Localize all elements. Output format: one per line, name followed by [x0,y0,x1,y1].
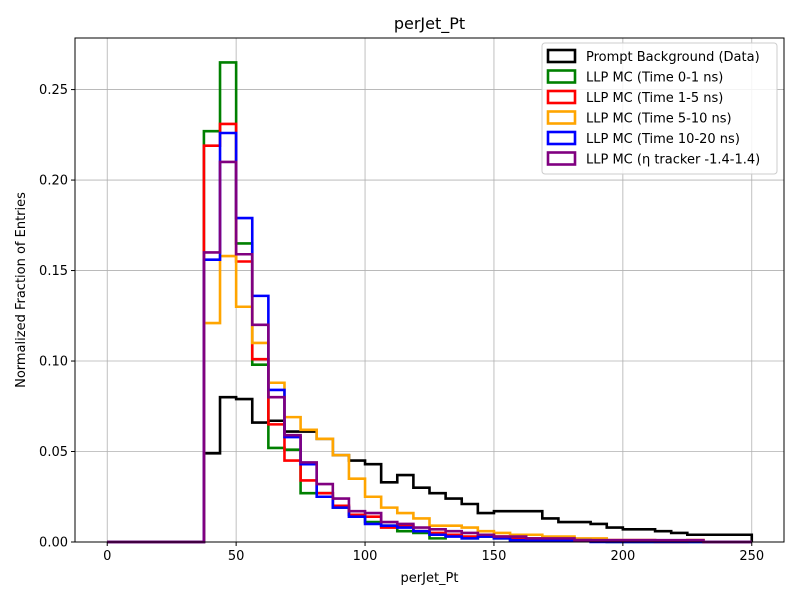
axis-ticks: 0 50 100 150 200 250 0.00 0.05 0.10 0.15 0.20 0.25 [39,83,764,564]
y-tick-label: 0.00 [39,536,68,551]
legend-swatch [546,69,577,84]
legend-swatch [546,89,577,105]
legend-label: LLP MC (Time 10-20 ns) [586,132,740,147]
series-0-step-line [107,395,754,544]
legend-swatch [546,130,577,146]
legend-label: LLP MC (Time 5-10 ns) [586,112,732,127]
x-tick-label: 150 [482,549,507,564]
y-tick-label: 0.25 [39,83,68,98]
legend-label: LLP MC (Time 1-5 ns) [586,91,723,106]
histogram-series [107,61,754,544]
legend-label: LLP MC (η tracker -1.4-1.4) [586,153,760,168]
legend-swatch [546,110,577,125]
legend: Prompt Background (Data) LLP MC (Time 0-1… [541,42,778,175]
x-axis-title: perJet_Pt [401,571,459,586]
chart-title: perJet_Pt [394,14,465,34]
legend-label: Prompt Background (Data) [586,50,760,65]
legend-swatch [546,151,577,166]
x-tick-label: 200 [610,549,635,564]
x-tick-label: 100 [353,549,378,564]
legend-swatch [546,48,577,64]
y-tick-label: 0.15 [39,264,68,279]
plot-frame [74,37,785,543]
y-tick-label: 0.05 [39,445,68,460]
y-axis-title: Normalized Fraction of Entries [14,192,29,388]
x-tick-label: 0 [103,549,111,564]
y-tick-label: 0.20 [39,174,68,189]
x-tick-label: 250 [739,549,764,564]
x-tick-label: 50 [228,549,245,564]
series-5-step-line [107,160,752,544]
legend-label: LLP MC (Time 0-1 ns) [586,71,723,86]
legend-box [541,42,778,175]
y-tick-label: 0.10 [39,355,68,370]
